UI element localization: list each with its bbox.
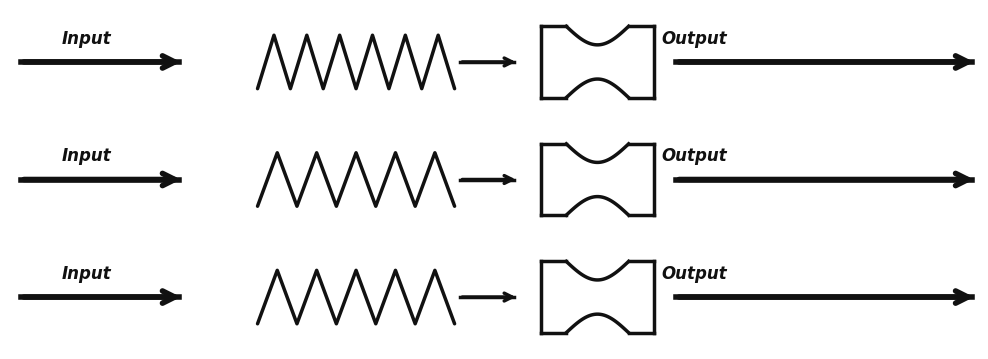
- Text: Output: Output: [662, 147, 727, 165]
- Text: Output: Output: [662, 30, 727, 48]
- Text: Input: Input: [61, 30, 111, 48]
- Text: Input: Input: [61, 147, 111, 165]
- Text: Output: Output: [662, 265, 727, 283]
- Text: Input: Input: [61, 265, 111, 283]
